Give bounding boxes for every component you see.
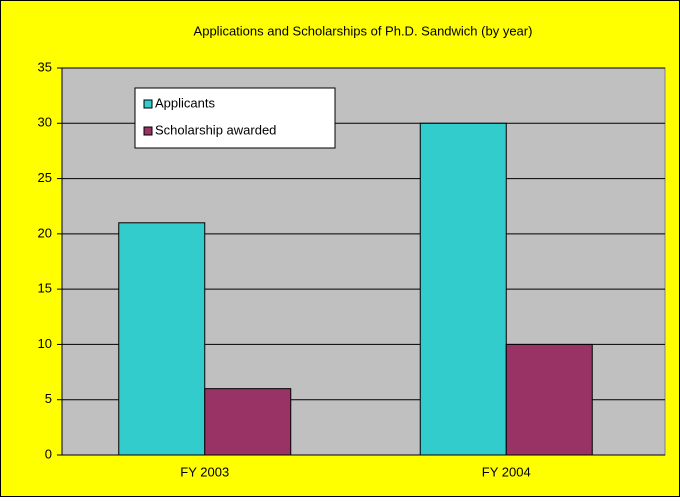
- y-tick-label: 35: [38, 59, 52, 74]
- y-tick-label: 10: [38, 336, 52, 351]
- legend-box: [134, 87, 336, 149]
- legend-swatch: [143, 126, 153, 136]
- bar: [419, 122, 507, 456]
- y-tick-label: 15: [38, 281, 52, 296]
- y-tick-label: 25: [38, 170, 52, 185]
- y-tick-label: 30: [38, 115, 52, 130]
- x-tick-label: FY 2004: [482, 464, 531, 479]
- y-tick-label: 5: [45, 391, 52, 406]
- y-tick-label: 0: [45, 446, 52, 461]
- bar: [118, 222, 206, 456]
- legend-swatch: [143, 99, 153, 109]
- bar: [505, 343, 593, 456]
- y-tick-label: 20: [38, 225, 52, 240]
- bar: [204, 388, 292, 456]
- chart-title: Applications and Scholarships of Ph.D. S…: [194, 23, 533, 38]
- legend-label: Applicants: [155, 95, 215, 110]
- legend-label: Scholarship awarded: [155, 122, 276, 137]
- x-tick-label: FY 2003: [180, 464, 229, 479]
